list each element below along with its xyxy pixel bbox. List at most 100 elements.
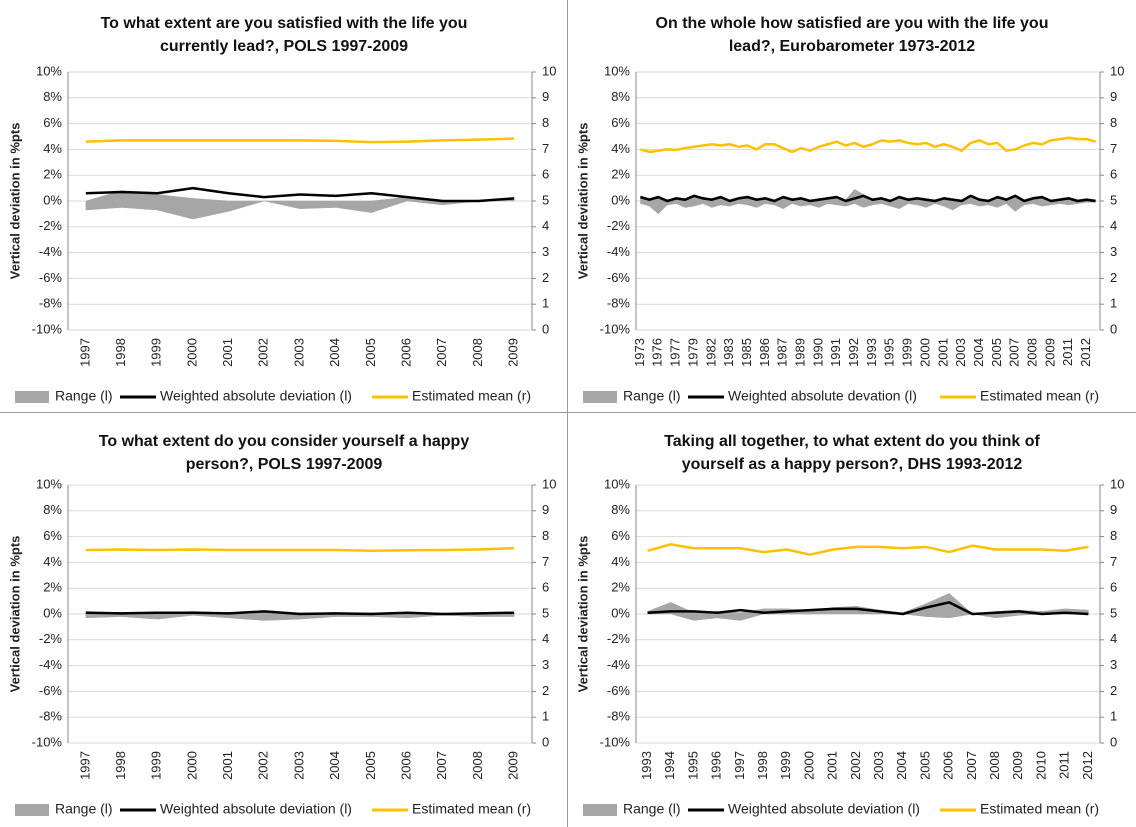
legend-label: Estimated mean (r) — [412, 388, 531, 404]
y2-tick-label: 6 — [542, 580, 549, 595]
y2-tick-label: 6 — [542, 167, 549, 182]
x-tick-label: 2000 — [917, 338, 932, 367]
x-tick-label: 2001 — [825, 751, 840, 780]
y-axis-label: Vertical deviation in %pts — [7, 536, 22, 693]
x-tick-label: 2000 — [184, 338, 199, 367]
legend-swatch — [15, 804, 49, 816]
y-tick-label: -2% — [607, 631, 631, 646]
y2-tick-label: 2 — [1110, 270, 1117, 285]
y2-tick-label: 3 — [542, 244, 549, 259]
x-tick-label: 2001 — [935, 338, 950, 367]
x-tick-label: 2009 — [506, 338, 521, 367]
y2-tick-label: 3 — [1110, 657, 1117, 672]
y-axis-label: Vertical deviation in %pts — [7, 123, 22, 280]
x-tick-label: 1997 — [732, 751, 747, 780]
range-band — [335, 200, 372, 213]
y2-tick-label: 8 — [542, 528, 549, 543]
legend-label: Range (l) — [623, 388, 681, 404]
legend-swatch — [583, 804, 617, 816]
legend-swatch — [15, 391, 49, 403]
x-tick-label: 2007 — [964, 751, 979, 780]
y-tick-label: 10% — [36, 63, 62, 78]
series-line — [640, 194, 1096, 203]
y2-tick-label: 6 — [1110, 580, 1117, 595]
x-tick-label: 2006 — [399, 338, 414, 367]
y-tick-label: -4% — [607, 244, 631, 259]
x-tick-label: 2007 — [434, 338, 449, 367]
y2-tick-label: 3 — [542, 657, 549, 672]
y2-tick-label: 0 — [542, 321, 549, 336]
y2-tick-label: 4 — [542, 218, 549, 233]
y-tick-label: 8% — [43, 502, 62, 517]
chart-title: To what extent do you consider yourself … — [98, 433, 470, 473]
x-tick-label: 2011 — [1057, 751, 1072, 779]
y-tick-label: 2% — [611, 580, 630, 595]
y-tick-label: 6% — [43, 528, 62, 543]
y-tick-label: -4% — [39, 244, 63, 259]
y-tick-label: 4% — [43, 141, 62, 156]
x-tick-label: 2005 — [917, 751, 932, 780]
y2-tick-label: 9 — [542, 89, 549, 104]
chart-title: On the whole how satisfied are you with … — [655, 15, 1049, 55]
y2-tick-label: 4 — [1110, 218, 1117, 233]
y-tick-label: 4% — [611, 141, 630, 156]
y-tick-label: 8% — [611, 502, 630, 517]
y-tick-label: -6% — [607, 683, 631, 698]
y-tick-label: 10% — [36, 476, 62, 491]
y2-tick-label: 0 — [542, 734, 549, 749]
chart-panel: -10% -8% -6% -4% -2% 0% 2% 4% 6% 8% 10% 0 1 2 3 4 5 6 7 8 9 1… — [7, 63, 556, 403]
chart-panel: -10% -8% -6% -4% -2% 0% 2% 4% 6% 8% 10% 0 1 2 3 4 5 6 7 8 9 1… — [575, 63, 1124, 403]
series-line — [85, 186, 515, 203]
y-tick-label: -8% — [39, 709, 63, 724]
y-tick-label: -4% — [39, 657, 63, 672]
x-tick-label: 1996 — [709, 751, 724, 780]
y-tick-label: 2% — [43, 167, 62, 182]
x-tick-label: 1973 — [632, 338, 647, 367]
y2-tick-label: 9 — [1110, 502, 1117, 517]
x-tick-label: 2007 — [1007, 338, 1022, 367]
y2-tick-label: 5 — [1110, 605, 1117, 620]
chart-panel: -10% -8% -6% -4% -2% 0% 2% 4% 6% 8% 10% 0 1 2 3 4 5 6 7 8 9 1… — [575, 476, 1124, 816]
y2-tick-label: 9 — [1110, 89, 1117, 104]
y2-tick-label: 4 — [542, 631, 549, 646]
y-tick-label: 0% — [611, 192, 630, 207]
y2-tick-label: 10 — [542, 476, 556, 491]
legend-label: Weighted absolute deviation (l) — [160, 388, 352, 404]
x-tick-label: 2003 — [953, 338, 968, 367]
x-tick-label: 2002 — [256, 338, 271, 367]
x-tick-label: 1993 — [864, 338, 879, 367]
x-tick-label: 2003 — [871, 751, 886, 780]
x-tick-label: 2005 — [989, 338, 1004, 367]
x-tick-label: 1977 — [668, 338, 683, 367]
y2-tick-label: 10 — [542, 63, 556, 78]
x-tick-label: 2004 — [327, 338, 342, 367]
legend-label: Range (l) — [623, 801, 681, 817]
x-tick-label: 1986 — [757, 338, 772, 367]
x-tick-label: 1994 — [662, 751, 677, 780]
y-tick-label: 10% — [604, 476, 630, 491]
y2-tick-label: 0 — [1110, 321, 1117, 336]
legend-label: Weighted absolute deviation (l) — [160, 801, 352, 817]
y2-tick-label: 5 — [542, 192, 549, 207]
y-tick-label: -8% — [607, 709, 631, 724]
x-tick-label: 2007 — [434, 751, 449, 780]
y2-tick-label: 7 — [542, 141, 549, 156]
y2-tick-label: 8 — [1110, 528, 1117, 543]
x-tick-label: 2012 — [1078, 338, 1093, 367]
y2-tick-label: 3 — [1110, 244, 1117, 259]
range-band — [832, 605, 857, 615]
x-tick-label: 1998 — [755, 751, 770, 780]
y-tick-label: -8% — [607, 296, 631, 311]
y-tick-label: 0% — [611, 605, 630, 620]
x-tick-label: 2000 — [184, 751, 199, 780]
y-tick-label: -2% — [607, 218, 631, 233]
x-tick-label: 1997 — [77, 338, 92, 367]
x-tick-label: 2000 — [801, 751, 816, 780]
x-tick-label: 1985 — [739, 338, 754, 367]
x-tick-label: 2002 — [848, 751, 863, 780]
y2-tick-label: 5 — [542, 605, 549, 620]
x-tick-label: 2010 — [1033, 751, 1048, 780]
x-tick-label: 1999 — [149, 751, 164, 780]
